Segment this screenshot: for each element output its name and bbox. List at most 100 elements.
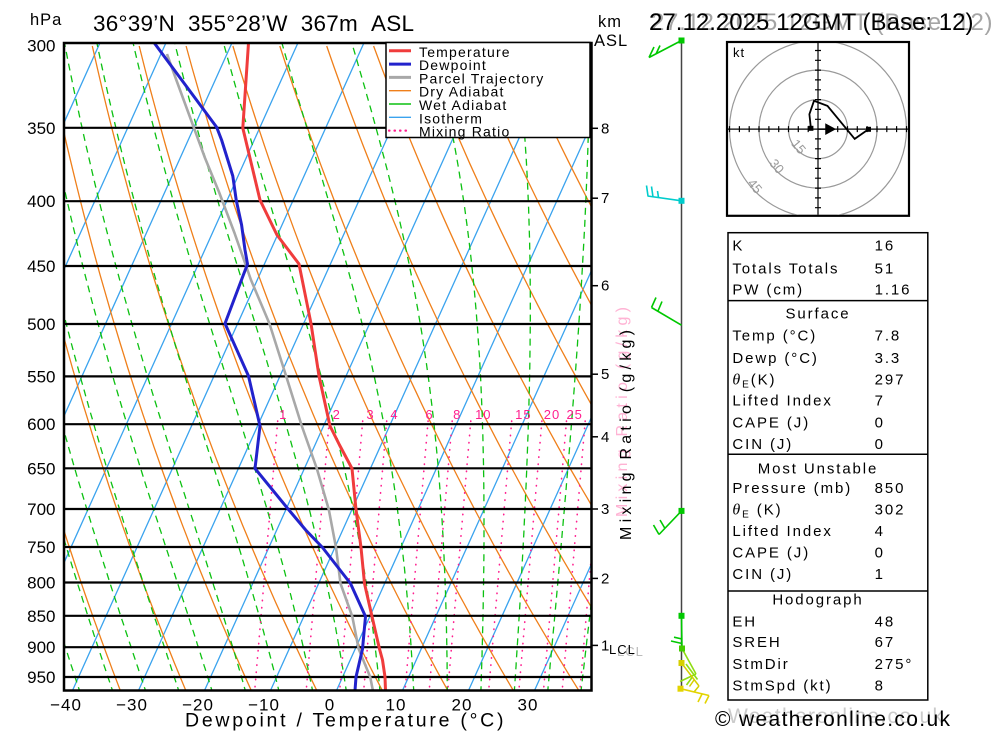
- svg-text:5: 5: [601, 366, 609, 383]
- svg-text:−30: −30: [116, 696, 148, 715]
- svg-text:275°: 275°: [875, 656, 914, 673]
- svg-text:0: 0: [875, 415, 885, 432]
- svg-text:850: 850: [27, 607, 55, 626]
- svg-text:Isotherm: Isotherm: [419, 110, 483, 126]
- svg-text:ASL: ASL: [594, 32, 628, 50]
- svg-text:© weatheronline.co.uk: © weatheronline.co.uk: [715, 708, 951, 731]
- svg-text:K: K: [732, 237, 744, 254]
- svg-text:27.12.2025 12GMT (Base: 12): 27.12.2025 12GMT (Base: 12): [651, 9, 994, 36]
- svg-text:67: 67: [875, 634, 896, 651]
- svg-text:hPa: hPa: [30, 11, 62, 29]
- svg-text:0: 0: [875, 545, 885, 562]
- svg-text:2: 2: [333, 407, 341, 422]
- svg-text:350: 350: [27, 119, 55, 138]
- svg-text:SREH: SREH: [732, 634, 781, 651]
- svg-text:300: 300: [27, 37, 55, 56]
- svg-text:StmSpd (kt): StmSpd (kt): [732, 678, 832, 695]
- svg-text:Dewp (°C): Dewp (°C): [732, 350, 818, 367]
- svg-text:0: 0: [875, 436, 885, 453]
- svg-text:−40: −40: [50, 696, 82, 715]
- svg-text:EH: EH: [732, 614, 757, 631]
- svg-text:1: 1: [875, 566, 885, 583]
- svg-text:27.12.2025 12GMT (Base: 12): 27.12.2025 12GMT (Base: 12): [649, 9, 975, 36]
- svg-text:800: 800: [27, 574, 55, 593]
- svg-text:400: 400: [27, 192, 55, 211]
- svg-text:8: 8: [453, 407, 461, 422]
- svg-text:−20: −20: [182, 696, 214, 715]
- svg-text:3: 3: [601, 501, 609, 518]
- svg-text:1: 1: [601, 637, 609, 654]
- svg-text:4: 4: [601, 429, 609, 446]
- svg-text:Surface: Surface: [786, 306, 851, 323]
- svg-text:30: 30: [518, 696, 539, 715]
- svg-text:Wet Adiabat: Wet Adiabat: [419, 97, 507, 113]
- svg-text:Mixing Ratio: Mixing Ratio: [419, 124, 510, 140]
- svg-text:CIN (J): CIN (J): [732, 436, 793, 453]
- svg-text:550: 550: [27, 367, 55, 386]
- svg-text:Weatheronline.co.uk: Weatheronline.co.uk: [728, 705, 944, 728]
- svg-text:48: 48: [875, 614, 896, 631]
- svg-text:950: 950: [27, 668, 55, 687]
- svg-text:km: km: [598, 13, 622, 31]
- svg-text:302: 302: [875, 502, 906, 519]
- svg-text:500: 500: [27, 315, 55, 334]
- svg-text:Most Unstable: Most Unstable: [758, 461, 879, 478]
- svg-text:1: 1: [279, 407, 287, 422]
- svg-text:10: 10: [386, 696, 407, 715]
- svg-text:Parcel Trajectory: Parcel Trajectory: [419, 70, 544, 86]
- svg-text:900: 900: [27, 638, 55, 657]
- svg-text:Dry Adiabat: Dry Adiabat: [419, 84, 505, 100]
- svg-text:650: 650: [27, 459, 55, 478]
- svg-text:StmDir: StmDir: [732, 656, 789, 673]
- svg-text:Mixing Ratio (g/kg): Mixing Ratio (g/kg): [614, 307, 631, 517]
- svg-text:CAPE (J): CAPE (J): [732, 545, 810, 562]
- svg-text:297: 297: [875, 371, 906, 388]
- svg-text:750: 750: [27, 538, 55, 557]
- svg-text:600: 600: [27, 415, 55, 434]
- svg-text:10: 10: [475, 407, 491, 422]
- svg-text:2: 2: [601, 570, 609, 587]
- svg-text:7: 7: [601, 190, 609, 207]
- svg-text:Hodograph: Hodograph: [772, 592, 863, 609]
- svg-text:6: 6: [601, 278, 609, 295]
- svg-text:Dewpoint / Temperature (°C): Dewpoint / Temperature (°C): [185, 710, 505, 732]
- svg-text:Lifted Index: Lifted Index: [732, 393, 832, 410]
- svg-text:36°39’N 355°28’W 367m ASL: 36°39’N 355°28’W 367m ASL: [93, 11, 416, 36]
- svg-text:700: 700: [27, 500, 55, 519]
- svg-text:Totals Totals: Totals Totals: [732, 261, 839, 278]
- svg-text:3: 3: [366, 407, 374, 422]
- svg-text:PW (cm): PW (cm): [732, 282, 804, 299]
- svg-text:CIN (J): CIN (J): [732, 566, 793, 583]
- svg-text:20: 20: [544, 407, 560, 422]
- svg-text:3.3: 3.3: [875, 350, 902, 367]
- svg-text:Lifted Index: Lifted Index: [732, 523, 832, 540]
- svg-text:25: 25: [566, 407, 582, 422]
- svg-text:Pressure (mb): Pressure (mb): [732, 480, 852, 497]
- svg-text:16: 16: [875, 237, 896, 254]
- svg-text:Mixing Ratio (g/kg): Mixing Ratio (g/kg): [618, 330, 635, 540]
- svg-text:θE (K): θE (K): [732, 502, 782, 521]
- svg-text:Dewpoint: Dewpoint: [419, 57, 487, 73]
- svg-text:−10: −10: [248, 696, 280, 715]
- svg-text:15: 15: [515, 407, 531, 422]
- svg-text:Temperature: Temperature: [419, 44, 511, 60]
- svg-text:kt: kt: [733, 45, 745, 60]
- svg-text:CAPE (J): CAPE (J): [732, 415, 810, 432]
- svg-text:θE(K): θE(K): [732, 371, 776, 390]
- svg-text:LCL: LCL: [609, 642, 636, 657]
- svg-text:450: 450: [27, 257, 55, 276]
- svg-text:6: 6: [425, 407, 433, 422]
- svg-text:7: 7: [875, 393, 885, 410]
- svg-text:0: 0: [325, 696, 335, 715]
- svg-text:4: 4: [875, 523, 885, 540]
- svg-text:850: 850: [875, 480, 906, 497]
- svg-text:Temp (°C): Temp (°C): [732, 328, 817, 345]
- svg-text:8: 8: [601, 120, 609, 137]
- svg-text:51: 51: [875, 261, 896, 278]
- svg-text:LCL: LCL: [617, 644, 644, 659]
- svg-text:20: 20: [452, 696, 473, 715]
- svg-text:1.16: 1.16: [875, 282, 912, 299]
- svg-text:8: 8: [875, 678, 885, 695]
- svg-text:4: 4: [390, 407, 398, 422]
- svg-text:7.8: 7.8: [875, 328, 902, 345]
